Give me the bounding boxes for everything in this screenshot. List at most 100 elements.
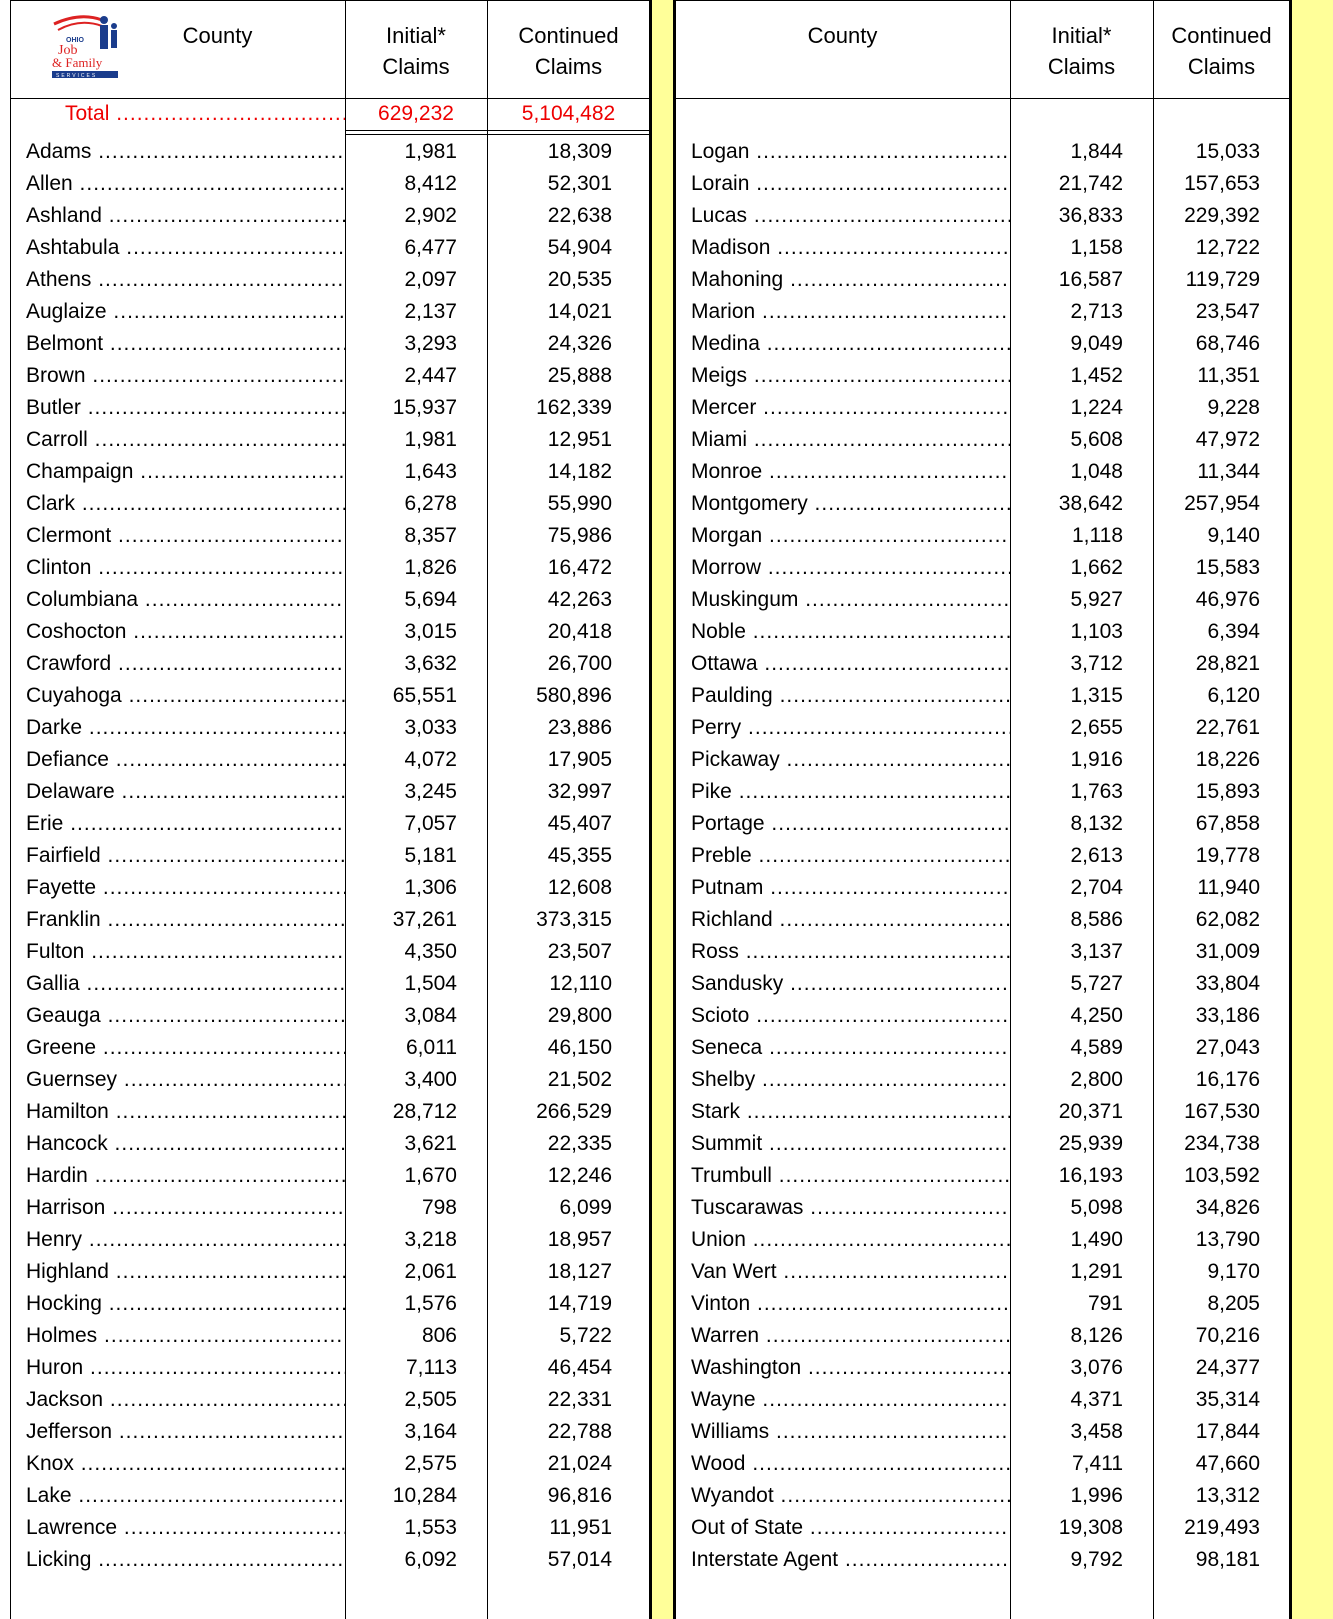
- continued-claims: 23,547: [1195, 300, 1260, 323]
- continued-claims: 55,990: [547, 492, 612, 515]
- initial-claims: 20,371: [1058, 1100, 1123, 1123]
- initial-claims: 16,587: [1058, 268, 1123, 291]
- continued-claims: 17,905: [547, 748, 612, 771]
- county-name: Lucas: [675, 200, 1010, 232]
- header-line: [675, 98, 1290, 99]
- border: [10, 0, 650, 1]
- initial-claims: 4,350: [404, 940, 457, 963]
- column-header: Continued Claims: [1171, 23, 1272, 79]
- initial-claims: 10,284: [392, 1484, 457, 1507]
- initial-claims: 65,551: [392, 684, 457, 707]
- continued-claims: 162,339: [536, 396, 612, 419]
- initial-claims: 2,061: [404, 1260, 457, 1283]
- column-header: Continued Claims: [518, 23, 619, 79]
- county-name: Champaign: [10, 456, 345, 488]
- initial-claims: 806: [421, 1324, 457, 1347]
- initial-claims: 2,097: [404, 268, 457, 291]
- county-name: Geauga: [10, 1000, 345, 1032]
- header-line: [10, 98, 650, 99]
- initial-claims: 5,608: [1070, 428, 1123, 451]
- continued-claims: 42,263: [547, 588, 612, 611]
- column-line: [1153, 0, 1154, 1619]
- initial-claims: 2,613: [1070, 844, 1123, 867]
- county-name: Ashland: [10, 200, 345, 232]
- border: [1289, 0, 1290, 1619]
- continued-claims: 103,592: [1184, 1164, 1260, 1187]
- county-name: Holmes: [10, 1320, 345, 1352]
- column-line: [345, 0, 346, 1619]
- border: [675, 0, 1290, 1]
- initial-claims: 8,132: [1070, 812, 1123, 835]
- continued-claims: 20,418: [547, 620, 612, 643]
- initial-claims: 5,927: [1070, 588, 1123, 611]
- logo-text: & Family: [52, 55, 103, 70]
- county-name: Sandusky: [675, 968, 1010, 1000]
- county-name: Wood: [675, 1448, 1010, 1480]
- county-name: Muskingum: [675, 584, 1010, 616]
- continued-claims: 46,454: [547, 1356, 612, 1379]
- county-name: Mahoning: [675, 264, 1010, 296]
- continued-claims: 24,377: [1195, 1356, 1260, 1379]
- initial-claims: 1,048: [1070, 460, 1123, 483]
- initial-claims: 4,250: [1070, 1004, 1123, 1027]
- continued-claims: 28,821: [1195, 652, 1260, 675]
- continued-claims: 8,205: [1207, 1292, 1260, 1315]
- county-name: Carroll: [10, 424, 345, 456]
- logo-text: SERVICES: [56, 73, 97, 79]
- column-line: [487, 0, 488, 1619]
- county-name: Henry: [10, 1224, 345, 1256]
- county-name: Morrow: [675, 552, 1010, 584]
- county-name: Clinton: [10, 552, 345, 584]
- initial-claims: 5,694: [404, 588, 457, 611]
- continued-claims: 5,722: [559, 1324, 612, 1347]
- continued-claims: 580,896: [536, 684, 612, 707]
- total-label: Total: [10, 100, 345, 128]
- continued-claims: 46,976: [1195, 588, 1260, 611]
- initial-claims: 6,477: [404, 236, 457, 259]
- continued-claims: 12,246: [547, 1164, 612, 1187]
- county-name: Logan: [675, 136, 1010, 168]
- initial-claims: 3,076: [1070, 1356, 1123, 1379]
- continued-claims: 31,009: [1195, 940, 1260, 963]
- initial-claims: 1,504: [404, 972, 457, 995]
- continued-claims: 20,535: [547, 268, 612, 291]
- continued-claims: 9,140: [1207, 524, 1260, 547]
- initial-claims: 2,800: [1070, 1068, 1123, 1091]
- initial-claims: 2,902: [404, 204, 457, 227]
- continued-claims: 21,502: [547, 1068, 612, 1091]
- continued-claims: 62,082: [1195, 908, 1260, 931]
- continued-claims: 373,315: [536, 908, 612, 931]
- initial-claims: 21,742: [1058, 172, 1123, 195]
- county-name: Coshocton: [10, 616, 345, 648]
- continued-claims: 15,033: [1195, 140, 1260, 163]
- initial-claims: 1,553: [404, 1516, 457, 1539]
- county-name: Jackson: [10, 1384, 345, 1416]
- continued-claims: 16,472: [547, 556, 612, 579]
- initial-claims: 1,670: [404, 1164, 457, 1187]
- continued-claims: 22,335: [547, 1132, 612, 1155]
- county-name: Athens: [10, 264, 345, 296]
- continued-claims: 24,326: [547, 332, 612, 355]
- county-name: Knox: [10, 1448, 345, 1480]
- continued-claims: 67,858: [1195, 812, 1260, 835]
- initial-claims: 1,490: [1070, 1228, 1123, 1251]
- continued-claims: 11,344: [1197, 460, 1260, 483]
- continued-claims: 9,170: [1207, 1260, 1260, 1283]
- initial-claims: 1,224: [1070, 396, 1123, 419]
- column-header: County: [807, 23, 878, 48]
- county-name: Harrison: [10, 1192, 345, 1224]
- initial-claims: 7,113: [406, 1356, 457, 1379]
- initial-claims: 1,576: [404, 1292, 457, 1315]
- continued-claims: 25,888: [547, 364, 612, 387]
- continued-claims: 27,043: [1195, 1036, 1260, 1059]
- county-name: Out of State: [675, 1512, 1010, 1544]
- county-name: Crawford: [10, 648, 345, 680]
- initial-claims: 9,792: [1070, 1548, 1123, 1571]
- column-line: [1010, 0, 1011, 1619]
- initial-claims: 1,158: [1070, 236, 1123, 259]
- initial-claims: 2,655: [1070, 716, 1123, 739]
- county-name: Interstate Agent: [675, 1544, 1010, 1576]
- county-name: Guernsey: [10, 1064, 345, 1096]
- continued-claims: 11,351: [1197, 364, 1260, 387]
- county-name: Morgan: [675, 520, 1010, 552]
